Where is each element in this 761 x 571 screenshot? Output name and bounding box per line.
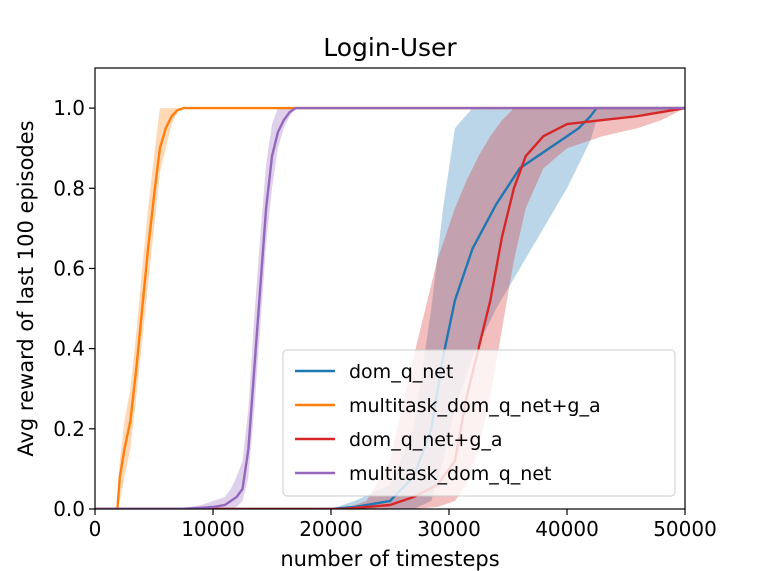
band-dom-q-net: [95, 108, 685, 509]
legend: dom_q_net multitask_dom_q_net+g_a dom_q_ne…: [282, 349, 676, 497]
line-dom-q-net: [95, 106, 685, 509]
line-multitask-dom-q-net-g-a: [95, 106, 685, 509]
plot-frame: [94, 67, 686, 510]
y-tick-label: 0.4: [53, 337, 85, 361]
y-tick-label: 0.8: [53, 176, 85, 200]
y-tick-label: 0.2: [53, 417, 85, 441]
x-tick-label: 20000: [299, 517, 363, 541]
legend-entry: dom_q_net+g_a: [349, 429, 503, 451]
x-tick-label: 0: [89, 517, 102, 541]
y-tick-label: 0.6: [53, 256, 85, 280]
x-tick-label: 50000: [653, 517, 717, 541]
y-axis-ticks: 0.0 0.2 0.4 0.6 0.8 1.0: [53, 96, 95, 521]
x-axis-ticks: 0 10000 20000 30000 40000 50000: [89, 509, 717, 541]
x-tick-label: 30000: [417, 517, 481, 541]
x-tick-label: 40000: [535, 517, 599, 541]
chart-title: Login-User: [323, 33, 457, 62]
legend-entry: dom_q_net: [349, 361, 453, 383]
y-axis-label: Avg reward of last 100 episodes: [14, 120, 38, 456]
y-tick-label: 1.0: [53, 96, 85, 120]
y-tick-label: 0.0: [53, 497, 85, 521]
series-lines: [95, 106, 685, 509]
line-dom-q-net-g-a: [95, 106, 685, 509]
legend-box: [282, 349, 676, 497]
line-multitask-dom-q-net: [95, 106, 685, 509]
legend-entry: multitask_dom_q_net: [349, 463, 552, 485]
confidence-bands: [95, 108, 685, 509]
x-axis-label: number of timesteps: [280, 547, 499, 571]
x-tick-label: 10000: [181, 517, 245, 541]
legend-entry: multitask_dom_q_net+g_a: [349, 395, 601, 417]
